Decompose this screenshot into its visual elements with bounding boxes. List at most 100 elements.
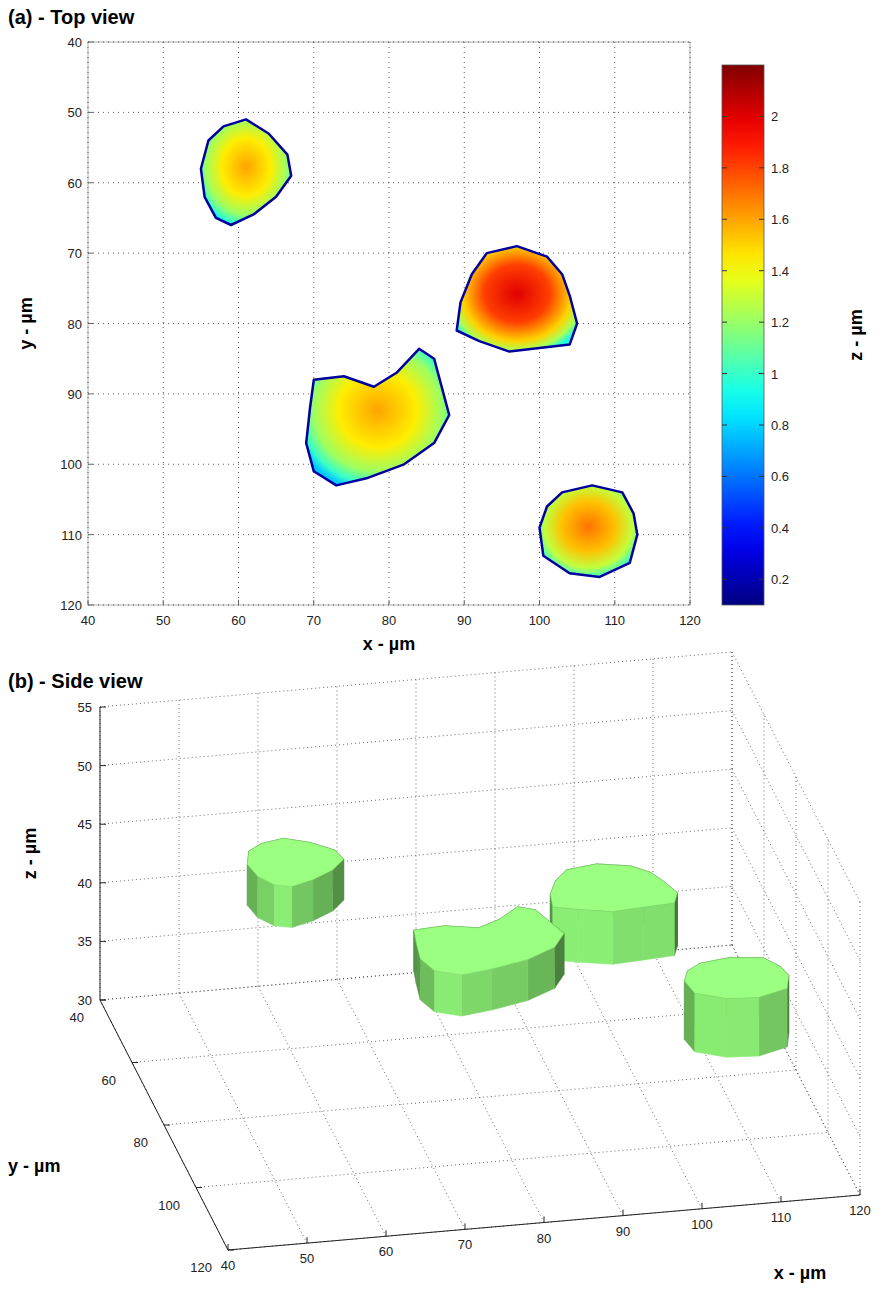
tick-label: 40 [78,876,92,891]
grid-line [164,1070,796,1125]
tick-mark [88,600,89,605]
tick-mark [307,1237,308,1243]
tick-mark [465,1223,466,1229]
tick-mark [88,112,93,113]
tick-label: 80 [382,613,396,628]
tick-label: 70 [68,246,82,261]
colorbar-label: 1.2 [771,315,789,330]
grid-line [337,979,465,1229]
colorbar-tick [722,579,727,580]
colorbar-label: 1.4 [771,264,789,279]
tick-mark [544,1217,545,1223]
grid-line [860,902,861,1195]
tick-label: 60 [231,613,245,628]
particle [540,485,638,577]
tick-label: 120 [849,1203,871,1218]
tick-label: 45 [78,817,92,832]
colorbar-tick [759,322,764,323]
particle-top [414,907,564,975]
grid-line [100,1000,228,1250]
particle-side [274,885,291,928]
colorbar-label: 0.2 [771,572,789,587]
grid-line [100,707,101,1000]
colorbar-label: 0.4 [771,521,789,536]
grid-line [88,182,690,183]
tick-mark [781,1196,782,1202]
particle [306,349,449,486]
colorbar-tick [722,322,727,323]
grid-line [258,986,386,1236]
grid-line [796,777,797,1070]
grid-line [88,112,690,113]
axis-line [100,1000,228,1250]
tick-mark [100,707,106,708]
tick-label: 100 [158,1198,180,1213]
colorbar-tick [722,270,727,271]
tick-mark [690,600,691,605]
colorbar-tick [759,219,764,220]
tick-label: 100 [691,1217,713,1232]
colorbar [722,65,764,605]
tick-label: 50 [68,105,82,120]
grid-line [574,959,702,1209]
tick-mark [88,393,93,394]
tick-mark [386,1230,387,1236]
tick-mark [132,1062,138,1063]
figure: (a) - Top view40506070809010011012040506… [0,0,893,1291]
tick-label: 40 [221,1258,235,1273]
particle-side [579,910,613,965]
particle-side [462,969,492,1016]
colorbar-tick [759,579,764,580]
plot-frame [88,42,690,605]
tick-label: 60 [102,1073,116,1088]
grid-line [732,652,733,945]
tick-label: 110 [61,528,82,543]
tick-mark [702,1203,703,1209]
tick-label: 80 [68,317,82,332]
tick-mark [88,534,93,535]
axis-title: x - µm [363,634,415,654]
colorbar-tick [759,527,764,528]
tick-mark [88,182,93,183]
grid-line [179,700,180,993]
particle-side [613,907,644,964]
axis-title: y - µm [16,297,36,349]
tick-mark [164,1125,170,1126]
tick-label: 100 [60,457,82,472]
tick-label: 50 [78,759,92,774]
grid-line [88,253,690,254]
colorbar-tick [759,270,764,271]
particles [201,119,637,577]
tick-label: 120 [190,1260,212,1275]
colorbar-title: z - µm [846,309,866,360]
tick-label: 100 [529,613,551,628]
tick-mark [228,1244,229,1250]
grid-line [179,993,307,1243]
tick-label: 120 [679,613,701,628]
tick-label: 60 [68,176,82,191]
grid-line [258,693,259,986]
particle-side [759,988,787,1056]
grid-line [196,1133,828,1188]
tick-label: 80 [134,1135,148,1150]
tick-label: 90 [457,613,471,628]
grid-line [88,42,690,43]
tick-label: 40 [81,613,95,628]
colorbar-label: 1 [771,367,778,382]
tick-mark [88,323,93,324]
tick-mark [88,253,93,254]
tick-label: 40 [68,35,82,50]
colorbar-tick [759,167,764,168]
colorbar-tick [759,476,764,477]
panel-title: (b) - Side view [8,670,143,692]
tick-label: 40 [70,1010,84,1025]
particle-3d [684,957,788,1057]
particle-3d [550,864,677,964]
tick-mark [238,600,239,605]
colorbar-tick [722,373,727,374]
colorbar-label: 0.8 [771,418,789,433]
particle [201,119,291,225]
axis-title: y - µm [8,1156,60,1176]
particle-side [435,971,462,1016]
tick-label: 30 [78,993,92,1008]
